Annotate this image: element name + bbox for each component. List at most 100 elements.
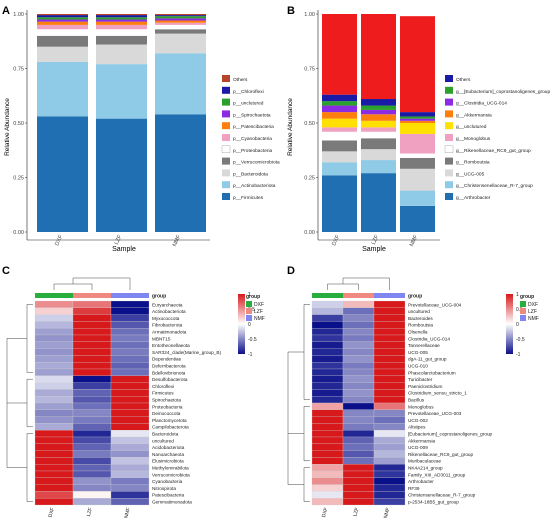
heatmap-cell (342, 498, 375, 506)
heatmap-row-label: Chloroflexi (152, 384, 174, 389)
colorbar-tick-label: -1 (516, 352, 521, 358)
bar-segment (37, 21, 88, 25)
heatmap-cell (373, 430, 406, 438)
legend-swatch (445, 181, 453, 189)
heatmap-row-label: Entotheonellaeota (152, 343, 190, 348)
heatmap-cell (110, 477, 150, 485)
heatmap-row-label: Verrucomicrobiota (152, 472, 190, 477)
heatmap-cell (34, 484, 74, 492)
heatmap-row-label: Planctomycetota (152, 418, 187, 423)
heatmap-cell (311, 484, 344, 492)
bar-segment (361, 173, 396, 232)
heatmap-cell (342, 396, 375, 404)
heatmap-cell (342, 457, 375, 465)
legend-label: p__Spirochaetota (233, 112, 271, 118)
bar-segment (96, 21, 147, 25)
bar-segment (361, 120, 396, 128)
heatmap-row-label: Family_XIII_AD3011_group (408, 472, 466, 477)
heatmap-row-label: uncultured (408, 309, 430, 314)
heatmap-cell (34, 430, 74, 438)
heatmap-row-label: NK4A214_group (408, 466, 443, 471)
bar-segment (155, 14, 206, 16)
panel-b-bars (322, 14, 435, 232)
legend-swatch (445, 134, 453, 141)
colorbar-tick-label: -0.5 (516, 337, 525, 343)
heatmap-cell (34, 477, 74, 485)
y-tick-label: 0.75 (13, 67, 24, 73)
group-annotation-cell (343, 293, 374, 298)
bar-segment (155, 22, 206, 25)
heatmap-row-label: UCG-005 (408, 350, 428, 355)
heatmap-cell (110, 375, 150, 383)
heatmap-cell (72, 402, 112, 410)
heatmap-row-label: Proteobacteria (152, 404, 183, 409)
legend-swatch (222, 193, 230, 200)
heatmap-cell (110, 389, 150, 397)
heatmap-cell (72, 396, 112, 404)
heatmap-cell (373, 334, 406, 342)
heatmap-cell (311, 368, 344, 376)
heatmap-cell (110, 362, 150, 370)
legend-swatch (445, 169, 453, 177)
legend-swatch (222, 86, 230, 94)
y-tick-label: 0.50 (304, 121, 315, 127)
heatmap-cell (311, 334, 344, 342)
heatmap-cell (373, 450, 406, 458)
heatmap-cell (72, 307, 112, 315)
heatmap-row-label: SAR324_clade(Marine_group_B) (152, 350, 221, 355)
heatmap-cell (373, 484, 406, 492)
bar-segment (361, 14, 396, 100)
bar-segment (322, 162, 357, 176)
heatmap-cell (342, 355, 375, 363)
heatmap-cell (342, 382, 375, 390)
heatmap-cell (72, 457, 112, 465)
y-tick-label: 0.25 (13, 176, 24, 182)
heatmap-cell (110, 341, 150, 349)
heatmap-cell (110, 314, 150, 322)
panel-d-label: D (287, 265, 295, 277)
heatmap-cell (72, 423, 112, 431)
group-legend-label: DXF (528, 302, 538, 308)
heatmap-column-label: DXF (48, 507, 56, 518)
heatmap-cell (311, 470, 344, 478)
heatmap-cell (72, 382, 112, 390)
bar-segment (400, 118, 435, 121)
bar-segment (361, 109, 396, 115)
legend-swatch (445, 98, 453, 106)
heatmap-row-label: Campilobacterota (152, 425, 189, 430)
colorbar-tick-label: 0 (248, 322, 251, 328)
heatmap-cell (373, 443, 406, 451)
heatmap-cell (34, 375, 74, 383)
heatmap-cell (110, 300, 150, 308)
legend-label: g__Christensenellaceae_R-7_group (456, 183, 533, 189)
heatmap-cell (342, 307, 375, 315)
legend-label: Others (456, 77, 471, 83)
heatmap-cell (311, 409, 344, 417)
heatmap-cell (34, 314, 74, 322)
heatmap-row-label: Firmicutes (152, 391, 174, 396)
x-tick-label: NMF (409, 234, 420, 248)
heatmap-cell (311, 328, 344, 336)
heatmap-cell (110, 348, 150, 356)
colorbar-tick-label: 1 (248, 292, 251, 298)
y-tick-label: 0.75 (304, 67, 315, 73)
heatmap-row-label: Desulfobacterota (152, 377, 188, 382)
bar-segment (361, 127, 396, 132)
heatmap-cell (311, 314, 344, 322)
heatmap-cell (110, 464, 150, 472)
heatmap-cell (72, 443, 112, 451)
heatmap-cell (110, 382, 150, 390)
heatmap-cell (342, 450, 375, 458)
x-tick-label: DXF (331, 234, 341, 247)
heatmap-cell (311, 423, 344, 431)
group-legend-title: group (520, 294, 534, 300)
heatmap-row-label: Akkermansia (408, 438, 435, 443)
heatmap-cell (72, 368, 112, 376)
heatmap-row-label: Acidobacteriota (152, 445, 185, 450)
heatmap-row-label: Olsenella (408, 330, 428, 335)
bar-segment (361, 99, 396, 106)
heatmap-cell (311, 396, 344, 404)
heatmap-cell (311, 491, 344, 499)
heatmap-row-label: Prevotellaceae_UCG-004 (408, 302, 462, 307)
heatmap-row-label: Bdellovibrionota (152, 370, 186, 375)
